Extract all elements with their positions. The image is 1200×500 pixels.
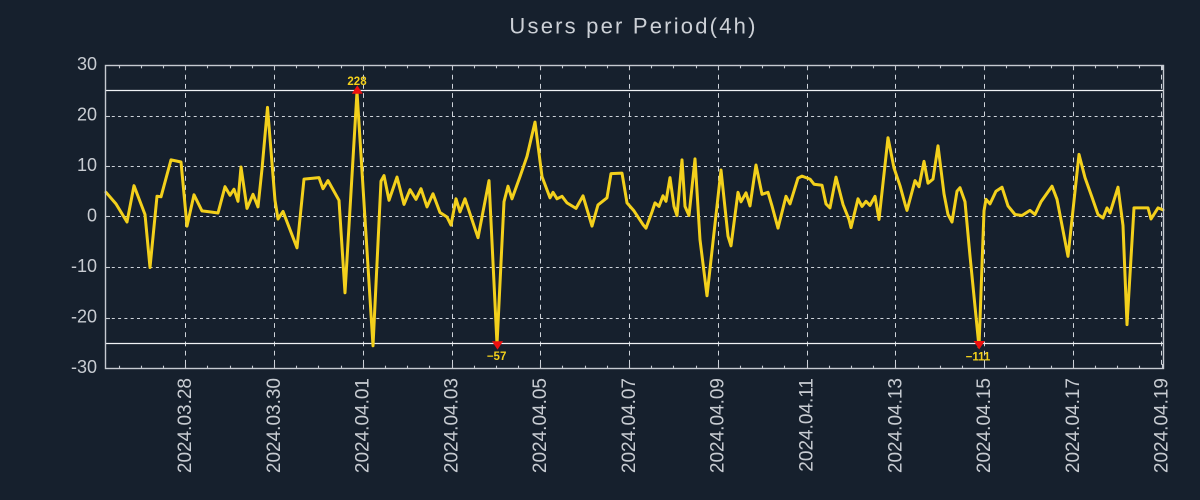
svg-text:2024.04.05: 2024.04.05 <box>530 378 551 473</box>
svg-text:20: 20 <box>77 104 97 124</box>
svg-text:2024.04.13: 2024.04.13 <box>885 378 906 473</box>
svg-text:2024.03.30: 2024.03.30 <box>264 378 285 473</box>
svg-text:10: 10 <box>77 155 97 175</box>
svg-text:2024.04.11: 2024.04.11 <box>797 378 818 472</box>
svg-text:2024.04.09: 2024.04.09 <box>708 378 729 473</box>
svg-text:2024.04.19: 2024.04.19 <box>1152 378 1173 473</box>
svg-text:Users per Period(4h): Users per Period(4h) <box>509 14 757 39</box>
svg-text:−57: −57 <box>487 351 507 363</box>
svg-text:0: 0 <box>87 205 97 225</box>
svg-text:−111: −111 <box>966 352 991 364</box>
svg-text:-30: -30 <box>71 357 97 377</box>
svg-text:30: 30 <box>77 54 97 74</box>
svg-text:2024.04.01: 2024.04.01 <box>353 378 374 473</box>
svg-text:-20: -20 <box>71 306 97 326</box>
svg-text:2024.04.15: 2024.04.15 <box>974 378 995 473</box>
svg-text:-10: -10 <box>71 256 97 276</box>
svg-text:2024.04.03: 2024.04.03 <box>441 378 462 473</box>
svg-text:2024.04.17: 2024.04.17 <box>1063 378 1084 473</box>
svg-text:2024.04.07: 2024.04.07 <box>619 378 640 473</box>
svg-text:2024.03.28: 2024.03.28 <box>175 378 196 473</box>
svg-text:228: 228 <box>347 76 367 88</box>
